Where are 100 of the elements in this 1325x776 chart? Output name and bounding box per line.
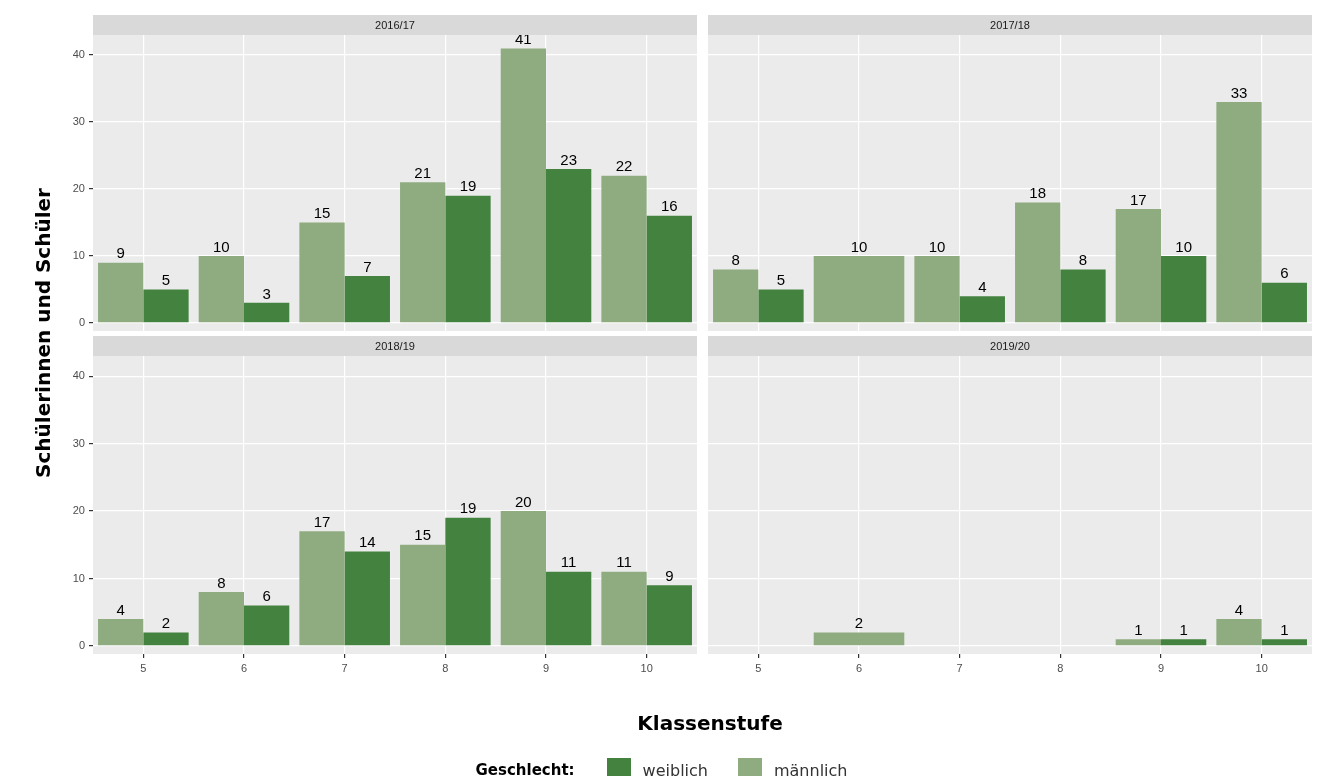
data-label: 4 <box>978 277 987 295</box>
data-label: 1 <box>1179 620 1188 638</box>
bar <box>400 544 446 646</box>
bar <box>344 276 390 323</box>
y-tick-label: 20 <box>72 504 85 517</box>
data-label: 3 <box>262 284 271 302</box>
data-label: 10 <box>850 237 868 255</box>
data-label: 11 <box>560 553 577 571</box>
data-label: 6 <box>1280 264 1289 282</box>
x-tick-label: 6 <box>855 661 863 674</box>
y-tick-label: 30 <box>72 115 85 128</box>
data-label: 15 <box>414 526 432 544</box>
x-tick-label: 8 <box>1057 661 1064 674</box>
bar <box>445 517 491 646</box>
y-tick-label: 20 <box>72 182 85 195</box>
bar <box>546 168 592 323</box>
bar <box>1060 269 1106 323</box>
x-tick-label: 10 <box>640 661 653 674</box>
bar <box>601 571 647 646</box>
bar <box>500 48 546 323</box>
bar <box>400 182 446 323</box>
data-label: 10 <box>213 237 230 255</box>
x-tick-label: 9 <box>542 661 550 674</box>
data-label: 20 <box>515 492 532 510</box>
chart-title: 2017/18 <box>708 15 1312 35</box>
y-tick-label: 0 <box>78 638 85 651</box>
data-label: 8 <box>1078 251 1088 269</box>
bar <box>299 222 345 323</box>
data-label: 1 <box>1134 620 1143 638</box>
data-label: 10 <box>1175 237 1192 255</box>
chart-title: 2016/17 <box>375 19 415 31</box>
data-label: 15 <box>313 204 331 222</box>
data-label: 23 <box>560 150 577 168</box>
data-label: 10 <box>928 237 946 255</box>
bar <box>601 175 647 323</box>
bar <box>244 302 290 323</box>
chart-title: 2018/19 <box>93 336 697 356</box>
bar <box>344 551 390 646</box>
bar <box>143 632 189 646</box>
data-label: 11 <box>616 553 632 571</box>
bar <box>546 571 592 646</box>
data-label: 18 <box>1029 184 1047 202</box>
data-label: 5 <box>161 271 171 289</box>
legend-title: Geschlecht: <box>475 761 575 776</box>
x-tick-label: 5 <box>755 661 762 674</box>
data-label: 22 <box>615 157 633 175</box>
y-axis-title: Schülerinnen und Schüler <box>31 188 55 478</box>
bar <box>445 195 491 323</box>
data-label: 6 <box>262 587 271 605</box>
x-tick-label: 8 <box>442 661 449 674</box>
bar <box>1015 202 1061 323</box>
bar <box>959 296 1005 323</box>
x-tick-label: 10 <box>1255 661 1268 674</box>
data-label: 4 <box>116 600 125 618</box>
data-label: 14 <box>358 533 376 551</box>
bar <box>244 605 290 646</box>
y-tick-label: 10 <box>72 571 85 584</box>
bar <box>646 215 692 323</box>
y-tick-label: 0 <box>78 316 85 328</box>
data-label: 4 <box>1234 600 1244 618</box>
bar <box>299 531 345 646</box>
x-tick-label: 6 <box>240 661 248 674</box>
y-tick-label: 40 <box>72 369 85 382</box>
data-label: 17 <box>313 512 331 530</box>
x-axis-title: Klassenstufe <box>636 711 784 735</box>
bar <box>914 256 960 323</box>
bar <box>758 289 804 323</box>
bar <box>1161 256 1207 323</box>
bar <box>143 289 189 323</box>
x-tick-label: 7 <box>956 661 963 674</box>
x-tick-label: 7 <box>341 661 348 674</box>
bar <box>500 511 546 646</box>
data-label: 19 <box>459 499 477 517</box>
y-tick-label: 10 <box>72 249 85 262</box>
data-label: 5 <box>776 271 786 289</box>
data-label: 21 <box>414 163 432 181</box>
data-label: 8 <box>731 251 740 269</box>
data-label: 2 <box>161 614 171 632</box>
bar <box>98 618 144 646</box>
data-label: 16 <box>660 197 678 215</box>
y-tick-label: 40 <box>72 48 85 61</box>
data-label: 1 <box>1280 620 1289 638</box>
data-label: 2 <box>854 614 864 632</box>
x-tick-label: 9 <box>1157 661 1165 674</box>
x-tick-label: 5 <box>140 661 147 674</box>
data-label: 9 <box>665 566 674 584</box>
data-label: 7 <box>363 257 372 275</box>
bar <box>98 262 144 323</box>
bar <box>198 591 244 646</box>
y-tick-label: 30 <box>72 436 85 449</box>
legend-label: männlich <box>773 760 848 776</box>
data-label: 9 <box>116 244 125 262</box>
legend-label: weiblich <box>642 760 708 776</box>
bar <box>198 256 244 323</box>
bar <box>646 585 692 646</box>
bar <box>1115 209 1161 323</box>
data-label: 8 <box>217 573 226 591</box>
chart-title: 2019/20 <box>708 336 1312 356</box>
data-label: 19 <box>459 177 477 195</box>
bar <box>1216 101 1262 323</box>
